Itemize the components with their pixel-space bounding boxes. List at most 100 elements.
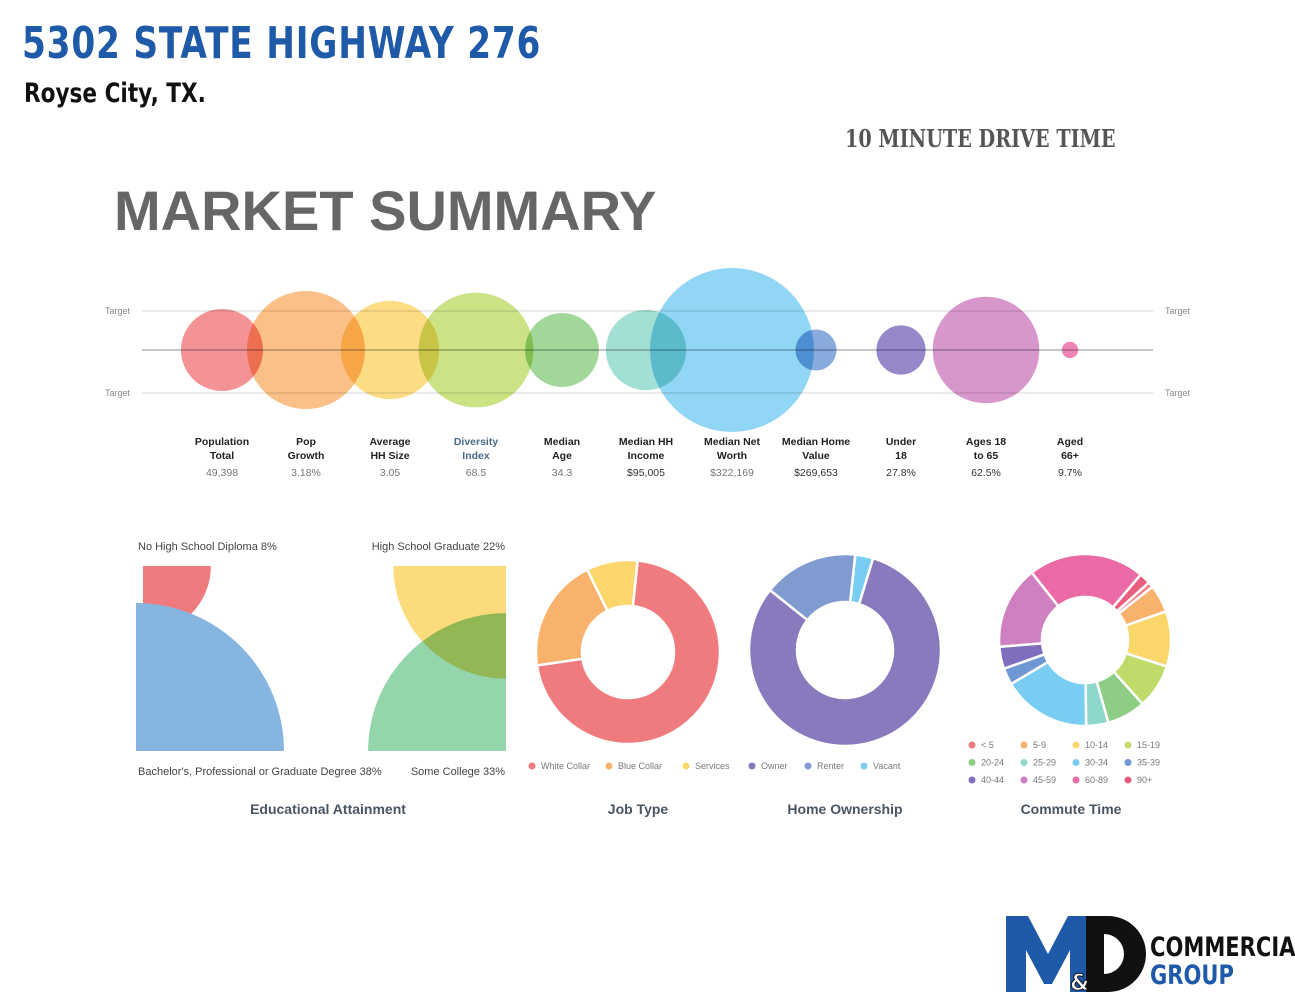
legend-label: White Collar xyxy=(541,761,590,771)
bubble-label: Age xyxy=(552,450,572,462)
bubble-label: Diversity xyxy=(454,436,499,448)
logo-line-group: GROUP xyxy=(1150,960,1234,991)
legend-swatch xyxy=(682,762,690,770)
bubble-label: Pop xyxy=(296,436,316,448)
bubble-value: $95,005 xyxy=(627,467,665,479)
bubble-label: Population xyxy=(195,436,249,448)
job-type-title: Job Type xyxy=(607,801,669,817)
bubble-label: Total xyxy=(210,450,234,462)
bubble-value: 34.3 xyxy=(552,467,573,479)
market-summary-heading: MARKET SUMMARY xyxy=(114,179,657,242)
bubble-label: Growth xyxy=(288,450,325,462)
legend-swatch xyxy=(1072,741,1080,749)
bubble-value: 49,398 xyxy=(206,467,238,479)
bubble xyxy=(795,329,837,371)
bubble-label: Value xyxy=(802,450,830,462)
company-logo: & xyxy=(1006,916,1146,994)
bubble-label: Under xyxy=(886,436,916,448)
legend-label: 10-14 xyxy=(1085,740,1108,750)
legend-swatch xyxy=(968,776,976,784)
bubble-label: Income xyxy=(628,450,665,462)
bubble-value: $322,169 xyxy=(710,467,754,479)
home-ownership-title: Home Ownership xyxy=(787,801,903,817)
logo-ampersand: & xyxy=(1070,971,1089,994)
bubble-label: Worth xyxy=(717,450,747,462)
bubble xyxy=(418,292,534,408)
legend-label: Owner xyxy=(761,761,788,771)
legend-swatch xyxy=(1020,741,1028,749)
legend-label: Renter xyxy=(817,761,844,771)
legend-swatch xyxy=(605,762,613,770)
bubble-value: 62.5% xyxy=(971,467,1001,479)
education-title: Educational Attainment xyxy=(250,801,406,817)
legend-label: < 5 xyxy=(981,740,994,750)
legend-label: Blue Collar xyxy=(618,761,662,771)
edu-label-no-diploma: No High School Diploma 8% xyxy=(138,541,277,553)
legend-swatch xyxy=(1124,741,1132,749)
legend-swatch xyxy=(804,762,812,770)
bubble-label: Median HH xyxy=(619,436,673,448)
bubble-label: Median xyxy=(544,436,580,448)
bubble xyxy=(181,309,263,391)
bubble-label: Index xyxy=(462,450,490,462)
edu-slice-bachelors xyxy=(136,603,284,751)
bubble-label: Median Home xyxy=(782,436,850,448)
bubble-value: 68.5 xyxy=(466,467,487,479)
donut-slice xyxy=(585,558,639,613)
target-label: Target xyxy=(105,306,131,316)
logo-line-commercial: COMMERCIAL xyxy=(1150,932,1295,963)
legend-label: 40-44 xyxy=(981,775,1004,785)
legend-label: Vacant xyxy=(873,761,901,771)
bubble-value: 3.05 xyxy=(380,467,401,479)
legend-swatch xyxy=(968,759,976,766)
donut-slice xyxy=(848,553,875,606)
legend-swatch xyxy=(1072,776,1080,784)
edu-label-hs-grad: High School Graduate 22% xyxy=(372,541,506,553)
legend-swatch xyxy=(968,741,976,749)
legend-label: 90+ xyxy=(1137,775,1152,785)
bubble xyxy=(340,300,440,400)
target-label: Target xyxy=(1165,306,1191,316)
bubble-value: $269,653 xyxy=(794,467,838,479)
bubble-label: 18 xyxy=(895,450,907,462)
bubble xyxy=(1061,341,1079,359)
legend-swatch xyxy=(748,762,756,770)
bubble-label: Average xyxy=(369,436,410,448)
legend-swatch xyxy=(1124,759,1132,766)
bubble-value: 3.18% xyxy=(291,467,321,479)
commute-time-title: Commute Time xyxy=(1020,801,1122,817)
bubble-value: 9.7% xyxy=(1058,467,1082,479)
bubble-chart: Target Target Target Target Population Total 4… xyxy=(105,268,1191,479)
legend-swatch xyxy=(1020,759,1028,766)
bubble xyxy=(246,290,366,410)
bubble xyxy=(650,268,814,432)
bubble xyxy=(876,325,926,375)
drive-time-label: 10 MINUTE DRIVE TIME xyxy=(845,124,1116,153)
legend-label: 30-34 xyxy=(1085,758,1108,768)
legend-swatch xyxy=(1020,776,1028,784)
job-type-chart: White Collar Blue Collar Services xyxy=(528,558,730,771)
edu-slice-hs-grad xyxy=(393,566,506,679)
commute-time-chart: < 5 5-9 10-14 15-19 20-24 25-29 30-34 35-39 40-4… xyxy=(968,552,1173,785)
bubble-label: Aged xyxy=(1057,436,1083,448)
edu-shapes xyxy=(136,566,506,751)
legend-label: 35-39 xyxy=(1137,758,1160,768)
legend-label: 45-59 xyxy=(1033,775,1056,785)
bubble-value: 27.8% xyxy=(886,467,916,479)
target-label: Target xyxy=(105,388,131,398)
target-label: Target xyxy=(1165,388,1191,398)
donut-slice xyxy=(1111,572,1151,613)
education-chart: No High School Diploma 8% High School Gra… xyxy=(136,541,506,778)
legend-label: Services xyxy=(695,761,730,771)
bubble xyxy=(932,296,1040,404)
logo-d-shape xyxy=(1086,916,1146,992)
legend-label: 60-89 xyxy=(1085,775,1108,785)
legend-label: 15-19 xyxy=(1137,740,1160,750)
bubble xyxy=(525,313,599,387)
bubble-label: HH Size xyxy=(370,450,409,462)
legend-swatch xyxy=(1124,776,1132,784)
donut-slice xyxy=(1030,552,1143,610)
donut-slice xyxy=(747,556,943,748)
bubble-label: Ages 18 xyxy=(966,436,1006,448)
property-city: Royse City, TX. xyxy=(24,78,206,109)
